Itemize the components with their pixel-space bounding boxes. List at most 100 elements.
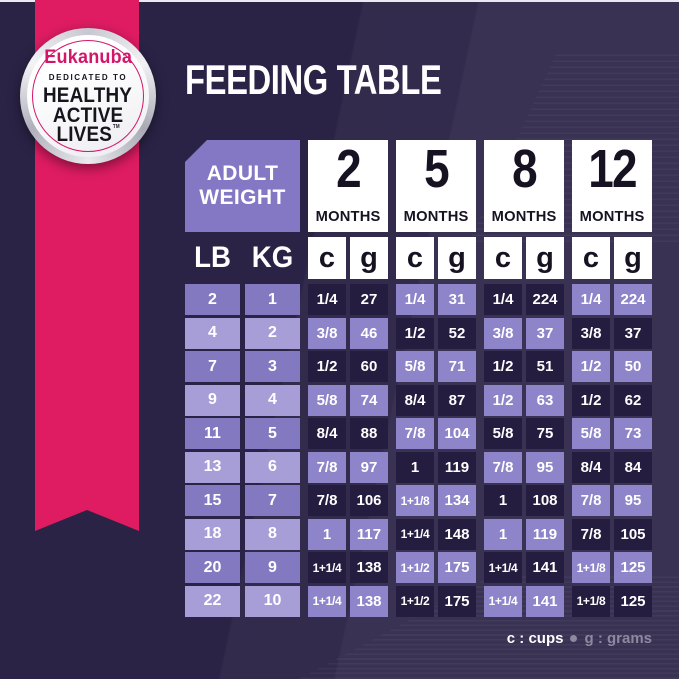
value-cell: 1+1/8 xyxy=(572,585,610,617)
value-cell: 1+1/4 xyxy=(396,518,434,550)
value-cell: 31 xyxy=(438,284,476,315)
lb-cell: 13 xyxy=(185,451,240,483)
value-cell: 3/8 xyxy=(484,317,522,349)
unit-header-grams: g xyxy=(350,237,388,279)
value-cell: 5/8 xyxy=(396,351,434,382)
table-body: 2 1 1/4 27 1/4 31 1/4 224 1/4 224 4 2 3/8 46 1/2 52 3/8 3… xyxy=(185,284,652,617)
value-cell: 119 xyxy=(526,518,564,550)
value-cell: 88 xyxy=(350,418,388,449)
value-cell: 104 xyxy=(438,418,476,449)
value-cell: 7/8 xyxy=(396,418,434,449)
month-number: 5 xyxy=(424,139,450,199)
value-cell: 105 xyxy=(614,518,652,550)
adult-weight-line1: ADULT xyxy=(206,162,279,186)
kg-cell: 10 xyxy=(245,585,300,617)
badge-healthy-line: HEALTHY xyxy=(43,83,133,107)
top-border-line xyxy=(0,0,679,2)
months-label: MONTHS xyxy=(579,208,645,225)
feeding-table: ADULT WEIGHT 2 MONTHS 5 MONTHS 8 MONTHS 12 MONT… xyxy=(185,140,652,622)
unit-header-grams: g xyxy=(526,237,564,279)
value-cell: 60 xyxy=(350,351,388,382)
legend: c : cups g : grams xyxy=(507,630,652,647)
kg-cell: 9 xyxy=(245,552,300,583)
value-cell: 1+1/2 xyxy=(396,585,434,617)
badge-lives-line: LIVESTM xyxy=(56,124,119,145)
value-cell: 1 xyxy=(484,518,522,550)
value-cell: 50 xyxy=(614,351,652,382)
kg-cell: 1 xyxy=(245,284,300,315)
months-label: MONTHS xyxy=(491,208,557,225)
value-cell: 1+1/8 xyxy=(572,552,610,583)
value-cell: 87 xyxy=(438,384,476,416)
value-cell: 1/2 xyxy=(572,384,610,416)
value-cell: 7/8 xyxy=(308,485,346,516)
value-cell: 1/2 xyxy=(308,351,346,382)
value-cell: 62 xyxy=(614,384,652,416)
value-cell: 1 xyxy=(484,485,522,516)
value-cell: 8/4 xyxy=(572,451,610,483)
lb-cell: 22 xyxy=(185,585,240,617)
value-cell: 3/8 xyxy=(572,317,610,349)
weight-unit-header-lb: LB xyxy=(194,241,231,274)
lb-cell: 15 xyxy=(185,485,240,516)
value-cell: 46 xyxy=(350,317,388,349)
value-cell: 51 xyxy=(526,351,564,382)
value-cell: 84 xyxy=(614,451,652,483)
value-cell: 119 xyxy=(438,451,476,483)
kg-cell: 4 xyxy=(245,384,300,416)
lb-cell: 18 xyxy=(185,518,240,550)
value-cell: 1+1/8 xyxy=(396,485,434,516)
value-cell: 37 xyxy=(526,317,564,349)
value-cell: 7/8 xyxy=(308,451,346,483)
value-cell: 37 xyxy=(614,317,652,349)
value-cell: 108 xyxy=(526,485,564,516)
kg-cell: 5 xyxy=(245,418,300,449)
page-title: FEEDING TABLE xyxy=(185,56,442,103)
kg-cell: 2 xyxy=(245,317,300,349)
month-number: 8 xyxy=(512,139,538,199)
month-number: 2 xyxy=(336,139,362,199)
value-cell: 1/4 xyxy=(396,284,434,315)
value-cell: 125 xyxy=(614,585,652,617)
value-cell: 63 xyxy=(526,384,564,416)
value-cell: 138 xyxy=(350,585,388,617)
value-cell: 95 xyxy=(526,451,564,483)
legend-grams: g : grams xyxy=(584,630,652,647)
value-cell: 74 xyxy=(350,384,388,416)
lb-cell: 4 xyxy=(185,317,240,349)
value-cell: 141 xyxy=(526,585,564,617)
eukanuba-logo: Eukanuba xyxy=(44,46,132,68)
badge-face: Eukanuba DEDICATED TO HEALTHY ACTIVE LIV… xyxy=(27,35,149,157)
legend-cups: c : cups xyxy=(506,630,564,647)
value-cell: 73 xyxy=(614,418,652,449)
kg-cell: 6 xyxy=(245,451,300,483)
value-cell: 106 xyxy=(350,485,388,516)
value-cell: 8/4 xyxy=(308,418,346,449)
value-cell: 1+1/4 xyxy=(308,585,346,617)
value-cell: 125 xyxy=(614,552,652,583)
unit-header-cups: c xyxy=(396,237,434,279)
month-header-12: 12 MONTHS xyxy=(572,140,652,232)
adult-weight-header: ADULT WEIGHT xyxy=(185,140,300,232)
value-cell: 138 xyxy=(350,552,388,583)
months-label: MONTHS xyxy=(315,208,381,225)
value-cell: 1/2 xyxy=(484,351,522,382)
kg-cell: 3 xyxy=(245,351,300,382)
value-cell: 5/8 xyxy=(484,418,522,449)
lb-cell: 7 xyxy=(185,351,240,382)
value-cell: 141 xyxy=(526,552,564,583)
value-cell: 3/8 xyxy=(308,317,346,349)
value-cell: 1+1/4 xyxy=(308,552,346,583)
value-cell: 1 xyxy=(396,451,434,483)
value-cell: 95 xyxy=(614,485,652,516)
value-cell: 1+1/4 xyxy=(484,552,522,583)
kg-cell: 7 xyxy=(245,485,300,516)
value-cell: 1+1/4 xyxy=(484,585,522,617)
value-cell: 148 xyxy=(438,518,476,550)
month-number: 12 xyxy=(588,139,637,199)
unit-header-cups: c xyxy=(572,237,610,279)
weight-unit-header-kg: KG xyxy=(251,241,294,274)
value-cell: 27 xyxy=(350,284,388,315)
months-label: MONTHS xyxy=(403,208,469,225)
